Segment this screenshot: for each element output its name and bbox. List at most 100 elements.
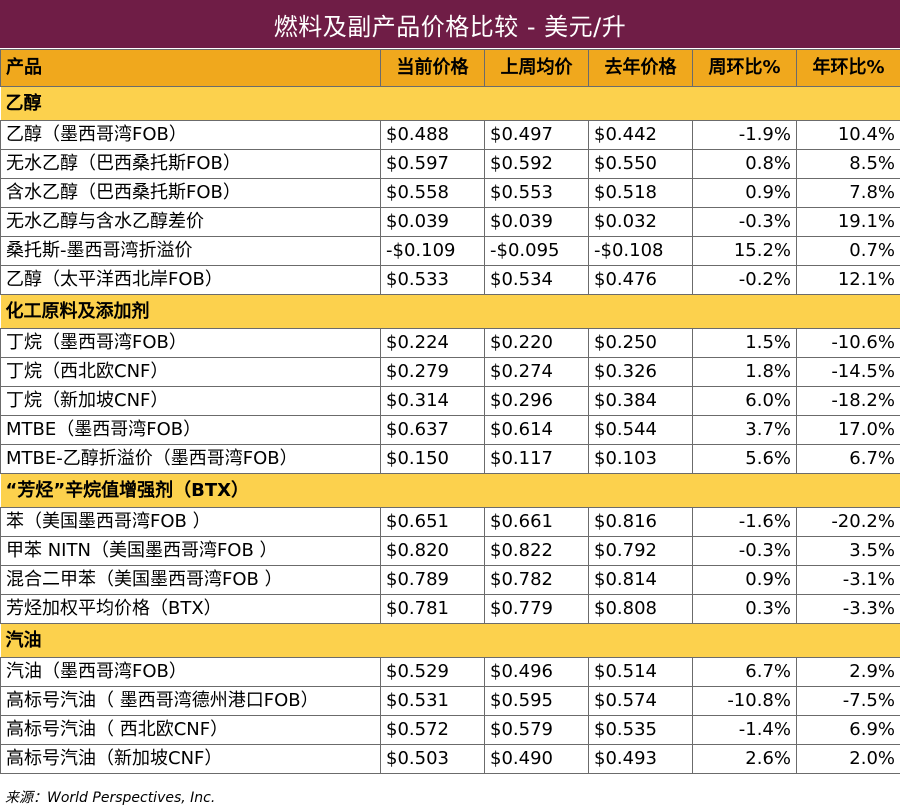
last-week-avg-cell: $0.782 bbox=[484, 565, 589, 595]
last-week-avg-cell: $0.661 bbox=[484, 507, 589, 537]
last-week-avg-cell: $0.220 bbox=[484, 328, 589, 358]
last-year-price-cell: $0.103 bbox=[588, 444, 693, 474]
current-price-cell: $0.488 bbox=[380, 120, 485, 150]
year-change-cell: -3.3% bbox=[796, 594, 900, 624]
current-price-cell: $0.651 bbox=[380, 507, 485, 537]
last-week-avg-cell: $0.579 bbox=[484, 715, 589, 745]
last-week-avg-cell: $0.490 bbox=[484, 744, 589, 774]
table-row: 桑托斯-墨西哥湾折溢价 -$0.109 -$0.095 -$0.108 15.2% 0.7… bbox=[0, 236, 900, 266]
page-title: 燃料及副产品价格比较 - 美元/升 bbox=[0, 0, 900, 48]
table-row: 高标号汽油（ 西北欧CNF） $0.572 $0.579 $0.535 -1.4% 6.9… bbox=[0, 715, 900, 745]
last-year-price-cell: $0.816 bbox=[588, 507, 693, 537]
week-change-cell: 1.8% bbox=[692, 357, 797, 387]
last-year-price-cell: $0.032 bbox=[588, 207, 693, 237]
last-year-price-cell: $0.514 bbox=[588, 657, 693, 687]
week-change-cell: 5.6% bbox=[692, 444, 797, 474]
current-price-cell: $0.314 bbox=[380, 386, 485, 416]
year-change-cell: 0.7% bbox=[796, 236, 900, 266]
product-name-cell: 高标号汽油（新加坡CNF） bbox=[0, 744, 381, 774]
year-change-cell: -7.5% bbox=[796, 686, 900, 716]
header-week-change: 周环比% bbox=[692, 49, 797, 87]
year-change-cell: 17.0% bbox=[796, 415, 900, 445]
current-price-cell: $0.531 bbox=[380, 686, 485, 716]
header-last-week-avg: 上周均价 bbox=[484, 49, 589, 87]
last-week-avg-cell: $0.534 bbox=[484, 265, 589, 295]
last-year-price-cell: $0.326 bbox=[588, 357, 693, 387]
year-change-cell: 6.7% bbox=[796, 444, 900, 474]
year-change-cell: -14.5% bbox=[796, 357, 900, 387]
last-year-price-cell: $0.574 bbox=[588, 686, 693, 716]
product-name-cell: MTBE（墨西哥湾FOB） bbox=[0, 415, 381, 445]
week-change-cell: 1.5% bbox=[692, 328, 797, 358]
last-week-avg-cell: $0.553 bbox=[484, 178, 589, 208]
week-change-cell: -1.6% bbox=[692, 507, 797, 537]
table-row: 丁烷（西北欧CNF） $0.279 $0.274 $0.326 1.8% -14.5% bbox=[0, 357, 900, 387]
year-change-cell: 7.8% bbox=[796, 178, 900, 208]
week-change-cell: -0.3% bbox=[692, 207, 797, 237]
last-week-avg-cell: $0.822 bbox=[484, 536, 589, 566]
product-name-cell: 无水乙醇（巴西桑托斯FOB） bbox=[0, 149, 381, 179]
year-change-cell: 19.1% bbox=[796, 207, 900, 237]
current-price-cell: $0.279 bbox=[380, 357, 485, 387]
year-change-cell: 10.4% bbox=[796, 120, 900, 150]
last-week-avg-cell: -$0.095 bbox=[484, 236, 589, 266]
year-change-cell: -3.1% bbox=[796, 565, 900, 595]
last-year-price-cell: $0.550 bbox=[588, 149, 693, 179]
table-row: 含水乙醇（巴西桑托斯FOB） $0.558 $0.553 $0.518 0.9% 7.8% bbox=[0, 178, 900, 208]
table-row: 高标号汽油（新加坡CNF） $0.503 $0.490 $0.493 2.6% 2.0% bbox=[0, 744, 900, 774]
last-week-avg-cell: $0.614 bbox=[484, 415, 589, 445]
last-year-price-cell: -$0.108 bbox=[588, 236, 693, 266]
last-week-avg-cell: $0.592 bbox=[484, 149, 589, 179]
current-price-cell: $0.150 bbox=[380, 444, 485, 474]
current-price-cell: $0.533 bbox=[380, 265, 485, 295]
table-row: 乙醇（太平洋西北岸FOB） $0.533 $0.534 $0.476 -0.2% 12.1… bbox=[0, 265, 900, 295]
week-change-cell: 0.3% bbox=[692, 594, 797, 624]
section-title: 汽油 bbox=[0, 623, 900, 658]
header-product: 产品 bbox=[0, 49, 381, 87]
current-price-cell: $0.039 bbox=[380, 207, 485, 237]
product-name-cell: 高标号汽油（ 西北欧CNF） bbox=[0, 715, 381, 745]
week-change-cell: 3.7% bbox=[692, 415, 797, 445]
table-row: 丁烷（新加坡CNF） $0.314 $0.296 $0.384 6.0% -18.2% bbox=[0, 386, 900, 416]
product-name-cell: 丁烷（西北欧CNF） bbox=[0, 357, 381, 387]
table-body: 乙醇 乙醇（墨西哥湾FOB） $0.488 $0.497 $0.442 -1.9% 10.4… bbox=[0, 86, 900, 774]
section-header-row: 化工原料及添加剂 bbox=[0, 294, 900, 329]
last-week-avg-cell: $0.779 bbox=[484, 594, 589, 624]
year-change-cell: 12.1% bbox=[796, 265, 900, 295]
table-row: 汽油（墨西哥湾FOB） $0.529 $0.496 $0.514 6.7% 2.9% bbox=[0, 657, 900, 687]
year-change-cell: 8.5% bbox=[796, 149, 900, 179]
week-change-cell: 0.8% bbox=[692, 149, 797, 179]
current-price-cell: $0.224 bbox=[380, 328, 485, 358]
last-week-avg-cell: $0.595 bbox=[484, 686, 589, 716]
section-header-row: “芳烃”辛烷值增强剂（BTX） bbox=[0, 473, 900, 508]
week-change-cell: -0.3% bbox=[692, 536, 797, 566]
week-change-cell: -0.2% bbox=[692, 265, 797, 295]
product-name-cell: MTBE-乙醇折溢价（墨西哥湾FOB） bbox=[0, 444, 381, 474]
year-change-cell: 2.9% bbox=[796, 657, 900, 687]
current-price-cell: $0.637 bbox=[380, 415, 485, 445]
current-price-cell: $0.820 bbox=[380, 536, 485, 566]
table-header-row: 产品 当前价格 上周均价 去年价格 周环比% 年环比% bbox=[0, 49, 900, 87]
table-row: MTBE-乙醇折溢价（墨西哥湾FOB） $0.150 $0.117 $0.103 5.6… bbox=[0, 444, 900, 474]
header-current-price: 当前价格 bbox=[380, 49, 485, 87]
table-row: 混合二甲苯（美国墨西哥湾FOB ） $0.789 $0.782 $0.814 0.9% -… bbox=[0, 565, 900, 595]
last-year-price-cell: $0.384 bbox=[588, 386, 693, 416]
table-row: 无水乙醇（巴西桑托斯FOB） $0.597 $0.592 $0.550 0.8% 8.5% bbox=[0, 149, 900, 179]
last-week-avg-cell: $0.039 bbox=[484, 207, 589, 237]
product-name-cell: 高标号汽油（ 墨西哥湾德州港口FOB） bbox=[0, 686, 381, 716]
product-name-cell: 乙醇（太平洋西北岸FOB） bbox=[0, 265, 381, 295]
year-change-cell: -18.2% bbox=[796, 386, 900, 416]
table-row: 丁烷（墨西哥湾FOB） $0.224 $0.220 $0.250 1.5% -10.6% bbox=[0, 328, 900, 358]
price-comparison-table: 产品 当前价格 上周均价 去年价格 周环比% 年环比% 乙醇 乙醇（墨西哥湾FOB… bbox=[0, 49, 900, 774]
week-change-cell: 15.2% bbox=[692, 236, 797, 266]
product-name-cell: 丁烷（墨西哥湾FOB） bbox=[0, 328, 381, 358]
current-price-cell: -$0.109 bbox=[380, 236, 485, 266]
current-price-cell: $0.572 bbox=[380, 715, 485, 745]
year-change-cell: 6.9% bbox=[796, 715, 900, 745]
current-price-cell: $0.781 bbox=[380, 594, 485, 624]
current-price-cell: $0.789 bbox=[380, 565, 485, 595]
section-title: 化工原料及添加剂 bbox=[0, 294, 900, 329]
last-year-price-cell: $0.476 bbox=[588, 265, 693, 295]
last-week-avg-cell: $0.497 bbox=[484, 120, 589, 150]
table-row: 甲苯 NITN（美国墨西哥湾FOB ） $0.820 $0.822 $0.792 -0.… bbox=[0, 536, 900, 566]
